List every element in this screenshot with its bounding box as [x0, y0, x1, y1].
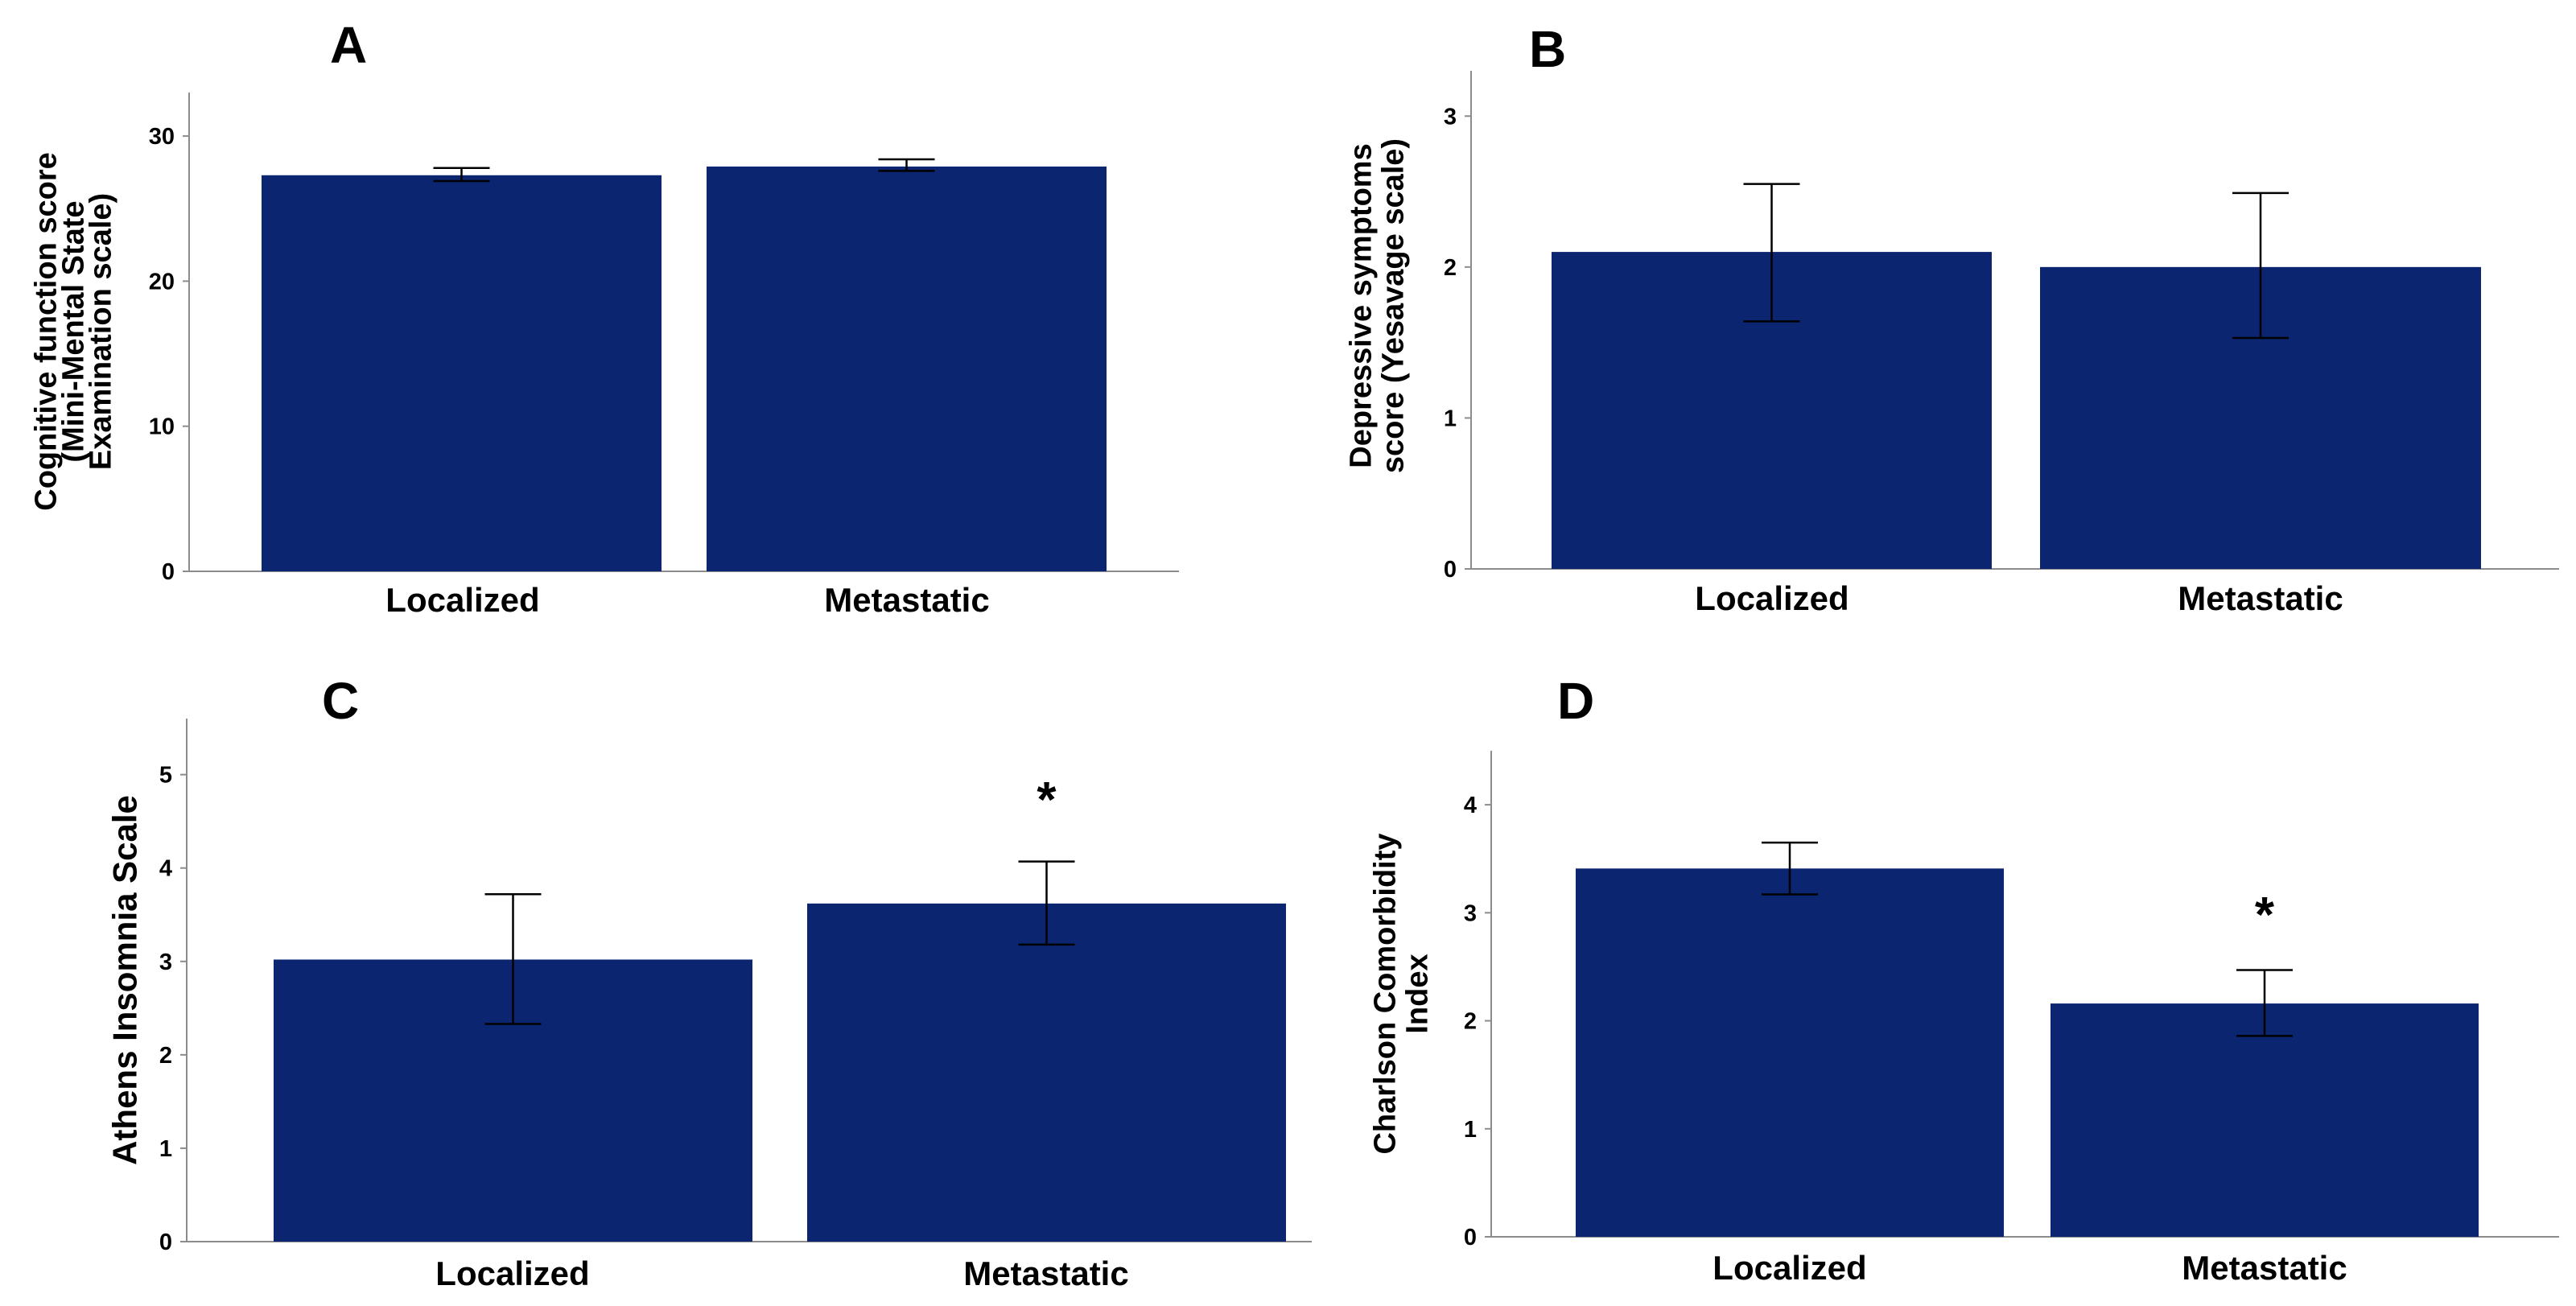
category-label: Localized — [385, 581, 539, 619]
bar-localized — [1576, 868, 2004, 1237]
error-bar-localized — [433, 167, 490, 183]
y-axis-label-line: Charlson Comorbidity — [1368, 833, 1402, 1154]
y-tick-label: 5 — [159, 763, 172, 789]
y-tick-label: 2 — [1464, 1009, 1477, 1035]
category-label: Metastatic — [2178, 579, 2343, 617]
category-label: Metastatic — [2182, 1249, 2347, 1287]
y-tick-label: 1 — [159, 1136, 172, 1162]
y-tick-label: 3 — [1464, 900, 1477, 926]
y-axis-label-line: Examination scale) — [84, 193, 117, 470]
y-tick-label: 4 — [1464, 793, 1477, 818]
chart-panel-c: C 0 1 2 3 4 5 Athens Insomnia Scale Localized Met… — [106, 672, 1312, 1292]
y-tick-label: 3 — [159, 950, 172, 975]
y-tick-label: 2 — [1444, 255, 1457, 281]
significance-marker: * — [1037, 772, 1057, 828]
category-label: Localized — [1713, 1249, 1866, 1287]
bar-localized — [262, 175, 662, 572]
y-axis-label: Cognitive function score(Mini-Mental Sta… — [29, 152, 117, 510]
error-bar-localized — [1762, 841, 1818, 896]
category-label: Localized — [1695, 579, 1849, 617]
y-axis-label-line: Athens Insomnia Scale — [106, 795, 144, 1165]
error-bar-metastatic — [878, 158, 935, 172]
y-tick-label: 1 — [1444, 406, 1457, 431]
y-axis-label-line: score (Yesavage scale) — [1376, 138, 1410, 473]
y-axis-label-line: Cognitive function score — [29, 152, 63, 510]
error-bar-localized — [484, 892, 542, 1025]
y-tick-label: 1 — [1464, 1117, 1477, 1143]
panel-letter: D — [1557, 672, 1594, 730]
y-tick-label: 0 — [1444, 557, 1457, 583]
y-tick-label: 2 — [159, 1043, 172, 1069]
panel-letter: B — [1529, 20, 1566, 78]
panel-letter: C — [322, 672, 359, 730]
category-label: Localized — [435, 1255, 589, 1292]
significance-marker: * — [2255, 888, 2275, 943]
bar-metastatic — [2050, 1003, 2479, 1237]
y-tick-label: 20 — [149, 269, 175, 295]
y-tick-label: 3 — [1444, 104, 1457, 130]
error-bar-localized — [1743, 183, 1800, 323]
y-axis-label-line: Index — [1400, 954, 1434, 1033]
y-tick-label: 10 — [149, 414, 175, 440]
error-bar-metastatic — [2232, 192, 2289, 340]
y-axis-label: Athens Insomnia Scale — [106, 795, 144, 1165]
bar-metastatic — [707, 166, 1107, 572]
y-tick-label: 30 — [149, 124, 175, 150]
y-axis-label-line: Depressive symptoms — [1344, 143, 1378, 468]
y-axis-label-line: (Mini-Mental State — [56, 200, 90, 462]
error-bar-metastatic — [1018, 860, 1075, 946]
panel-letter: A — [330, 16, 367, 74]
category-label: Metastatic — [963, 1255, 1128, 1292]
category-label: Metastatic — [824, 581, 989, 619]
error-bar-metastatic — [2236, 969, 2293, 1037]
y-tick-label: 4 — [159, 856, 172, 882]
bar-metastatic — [807, 903, 1286, 1242]
y-tick-label: 0 — [162, 559, 175, 585]
y-tick-label: 0 — [1464, 1225, 1477, 1250]
y-tick-label: 0 — [159, 1230, 172, 1255]
chart-panel-a: A 0 10 20 30 Cognitive function score(Mini-Me… — [29, 16, 1179, 619]
